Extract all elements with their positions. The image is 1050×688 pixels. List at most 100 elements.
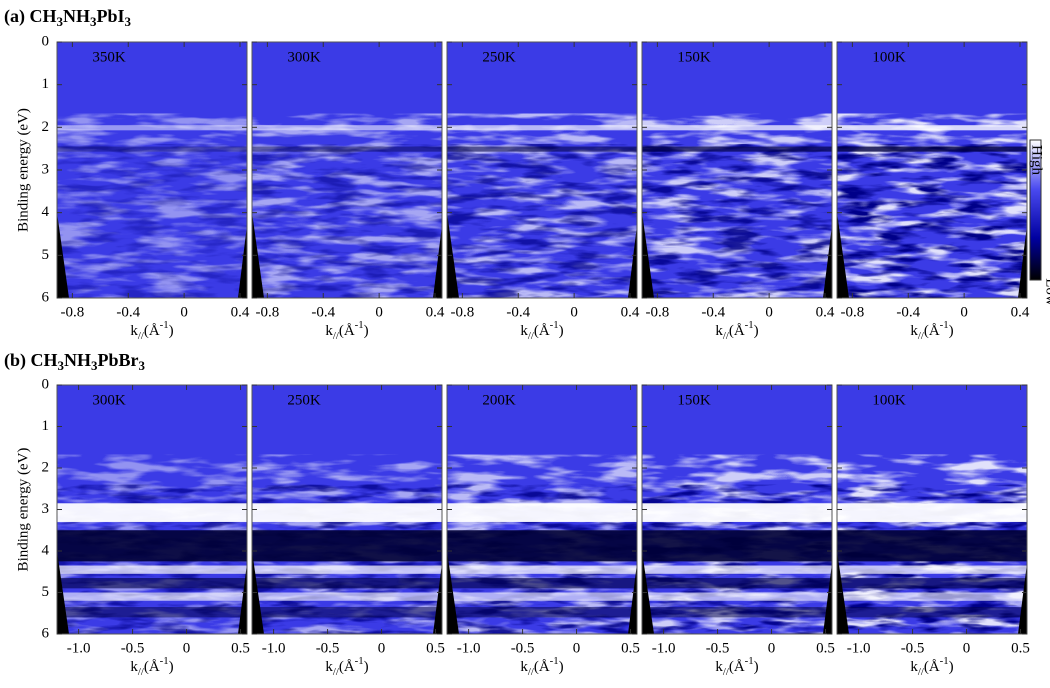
x-tick-label: 0.5 <box>231 640 250 656</box>
y-tick-label: 2 <box>42 459 50 475</box>
temperature-label: 100K <box>872 392 906 408</box>
y-tick-label: 2 <box>42 119 50 135</box>
x-tick-label: 0.4 <box>621 304 640 320</box>
x-axis-label: k//(Å-1) <box>325 655 368 678</box>
spectrum-texture <box>837 144 1027 298</box>
x-axis-label: k//(Å-1) <box>715 655 758 678</box>
x-tick-label: -1.0 <box>457 640 481 656</box>
edge-mask <box>823 225 832 298</box>
x-tick-label: 0 <box>570 304 578 320</box>
x-tick-label: 0 <box>180 304 188 320</box>
y-tick-label: 1 <box>42 76 50 92</box>
x-tick-label: -0.5 <box>316 640 340 656</box>
x-tick-label: -0.8 <box>60 304 84 320</box>
spectral-band <box>447 530 637 562</box>
x-tick-label: -1.0 <box>262 640 286 656</box>
edge-mask <box>238 563 247 634</box>
temperature-label: 250K <box>287 392 321 408</box>
colorbar-label: High <box>1029 145 1045 176</box>
x-axis-label: k//(Å-1) <box>130 319 173 342</box>
x-tick-label: 0.5 <box>1011 640 1030 656</box>
x-axis-label: k//(Å-1) <box>910 655 953 678</box>
spectral-band <box>642 503 832 522</box>
spectral-band <box>447 146 637 152</box>
spectral-band <box>837 607 1027 618</box>
edge-mask <box>642 212 654 298</box>
spectral-band <box>837 503 1027 522</box>
spectral-band <box>252 146 442 152</box>
x-tick-label: -0.4 <box>506 304 530 320</box>
edge-mask <box>57 551 69 634</box>
spectral-band <box>447 607 637 618</box>
spectral-band <box>642 607 832 618</box>
edge-mask <box>823 563 832 634</box>
temperature-label: 300K <box>287 49 321 65</box>
edge-mask <box>628 225 637 298</box>
x-tick-label: 0.5 <box>816 640 835 656</box>
x-tick-label: -0.4 <box>896 304 920 320</box>
spectral-band <box>57 146 247 152</box>
y-tick-label: 3 <box>42 161 50 177</box>
x-axis-label: k//(Å-1) <box>715 319 758 342</box>
spectrum-texture <box>447 144 637 298</box>
spectral-band <box>642 125 832 131</box>
spectral-band <box>57 592 247 601</box>
spectrum-texture <box>642 144 832 298</box>
spectral-band <box>252 565 442 574</box>
x-axis-label: k//(Å-1) <box>130 655 173 678</box>
y-tick-label: 6 <box>42 289 50 305</box>
spectral-band <box>252 503 442 522</box>
x-tick-label: 0 <box>375 304 383 320</box>
y-tick-label: 3 <box>42 501 50 517</box>
x-axis-label: k//(Å-1) <box>520 655 563 678</box>
y-tick-label: 0 <box>42 376 50 392</box>
spectral-band <box>57 565 247 574</box>
panel-title: (a) CH3NH3PbI3 <box>4 6 131 29</box>
edge-mask <box>57 212 69 298</box>
x-tick-label: -0.5 <box>511 640 535 656</box>
x-axis-label: k//(Å-1) <box>520 319 563 342</box>
spectral-band <box>57 125 247 131</box>
x-tick-label: 0 <box>183 640 191 656</box>
x-tick-label: 0 <box>960 304 968 320</box>
spectral-band <box>837 530 1027 562</box>
y-tick-label: 0 <box>42 33 50 49</box>
x-tick-label: -0.5 <box>121 640 145 656</box>
temperature-label: 350K <box>92 49 126 65</box>
edge-mask <box>238 225 247 298</box>
y-axis-label: Binding energy (eV) <box>15 448 31 572</box>
x-tick-label: -0.5 <box>901 640 925 656</box>
spectral-band <box>252 125 442 131</box>
temperature-label: 150K <box>677 49 711 65</box>
edge-mask <box>447 212 459 298</box>
temperature-label: 300K <box>92 392 126 408</box>
x-tick-label: -1.0 <box>652 640 676 656</box>
spectral-band <box>57 577 247 589</box>
spectral-band <box>447 577 637 589</box>
spectral-band <box>837 146 1027 152</box>
x-tick-label: -0.8 <box>255 304 279 320</box>
x-tick-label: -1.0 <box>67 640 91 656</box>
spectral-band <box>252 607 442 618</box>
edge-mask <box>642 551 654 634</box>
y-tick-label: 5 <box>42 584 50 600</box>
x-tick-label: 0 <box>765 304 773 320</box>
edge-mask <box>447 551 459 634</box>
spectral-band <box>447 503 637 522</box>
y-tick-label: 4 <box>42 542 50 558</box>
edge-mask <box>837 551 849 634</box>
edge-mask <box>433 225 442 298</box>
spectral-band <box>837 565 1027 574</box>
x-tick-label: -1.0 <box>847 640 871 656</box>
x-tick-label: 0 <box>573 640 581 656</box>
spectral-band <box>837 577 1027 589</box>
spectral-band <box>252 530 442 562</box>
x-tick-label: -0.8 <box>450 304 474 320</box>
spectral-band <box>447 592 637 601</box>
x-tick-label: 0.4 <box>816 304 835 320</box>
x-tick-label: 0.5 <box>621 640 640 656</box>
x-tick-label: 0 <box>768 640 776 656</box>
spectral-band <box>252 592 442 601</box>
spectral-band <box>252 577 442 589</box>
x-tick-label: 0.5 <box>426 640 445 656</box>
